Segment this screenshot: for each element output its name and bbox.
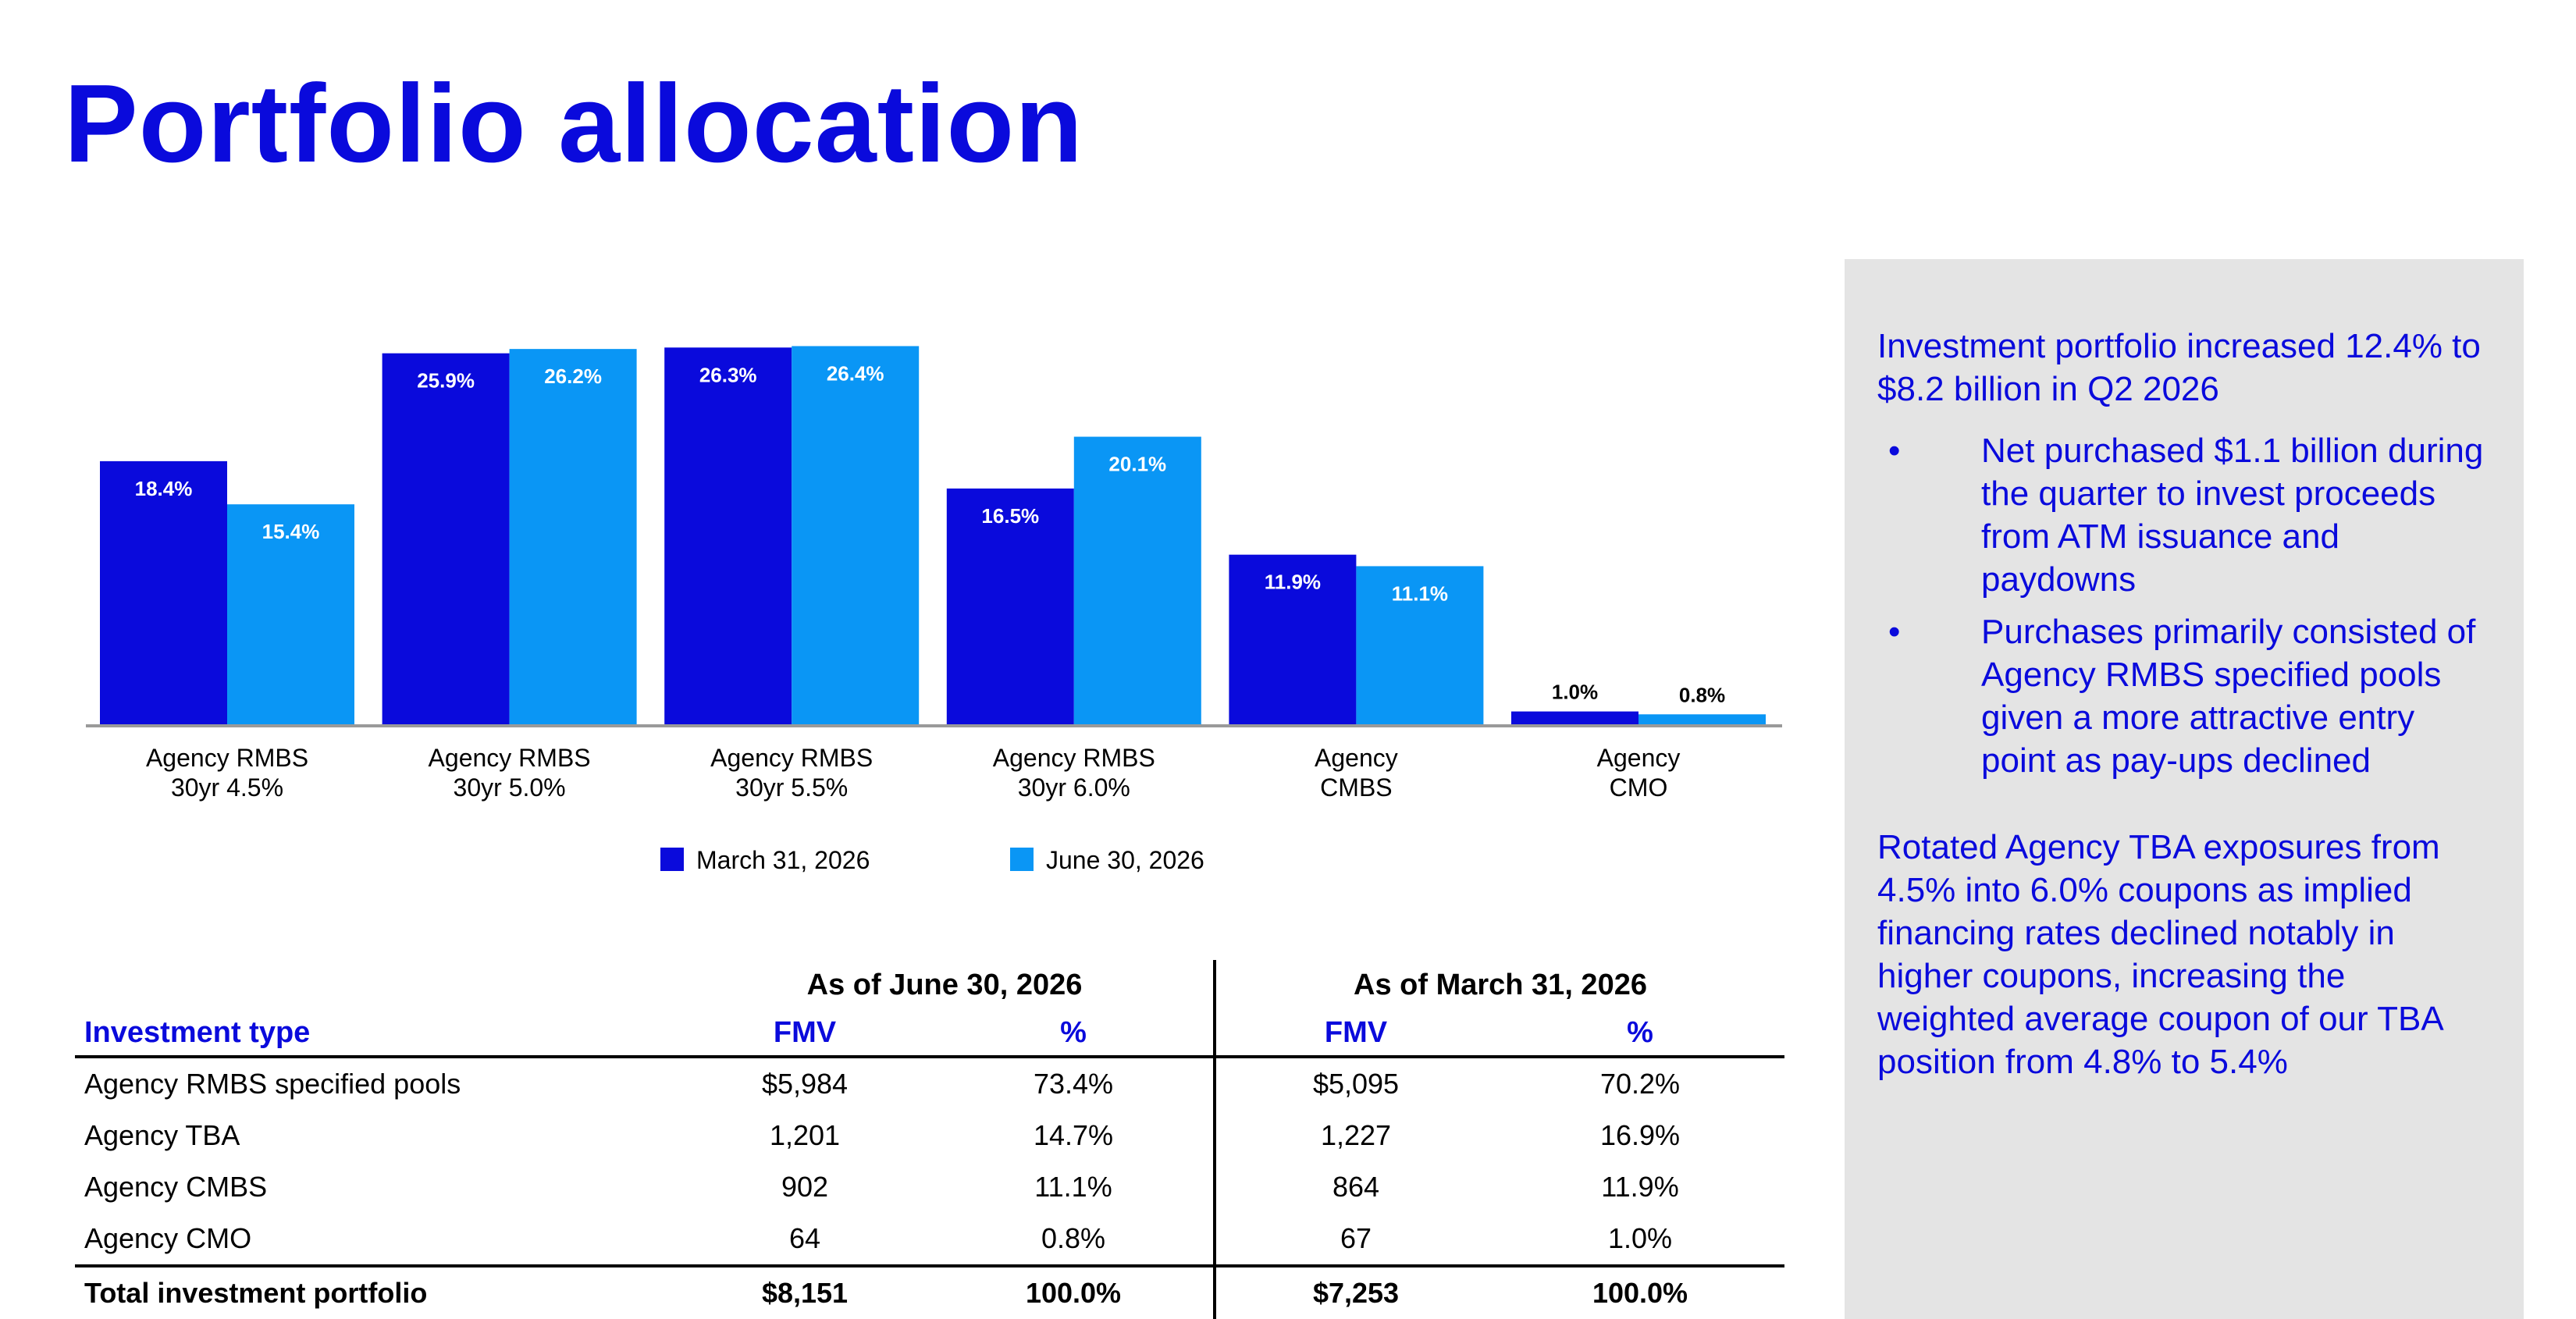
cell-fmv-march: $5,095 [1312, 1068, 1400, 1100]
cell-fmv-june: 1,201 [769, 1119, 841, 1151]
category-label: 30yr 5.0% [454, 773, 566, 802]
cell-pct-june: 73.4% [934, 1057, 1216, 1110]
legend-label: March 31, 2026 [696, 846, 870, 874]
commentary-bullet-text: Net purchased $1.1 billion during the qu… [1981, 432, 2484, 599]
bar [1073, 436, 1201, 726]
bar [382, 353, 510, 726]
col-header-pct-june: % [934, 1010, 1216, 1058]
col-header-investment-type: Investment type [75, 1010, 676, 1058]
cell-total-label: Total investment portfolio [75, 1264, 676, 1319]
table-row: Agency CMBS 902 11.1% 864 11.9% [75, 1161, 1784, 1213]
bar-data-label: 26.4% [827, 361, 884, 385]
bar [1511, 711, 1638, 726]
commentary-paragraph: Rotated Agency TBA exposures from 4.5% i… [1877, 828, 2443, 1081]
category-label: Agency RMBS [710, 744, 873, 772]
bar-data-label: 20.1% [1108, 453, 1166, 476]
cell-fmv-june: 902 [781, 1171, 829, 1203]
bar-data-label: 11.9% [1265, 571, 1321, 594]
table-total-row: Total investment portfolio $8,151 100.0%… [75, 1264, 1784, 1319]
cell-type: Agency CMBS [84, 1171, 268, 1203]
cell-fmv-june: 64 [788, 1222, 821, 1254]
cell-pct-june: 11.1% [934, 1161, 1216, 1213]
cell-type: Agency TBA [84, 1119, 240, 1151]
cell-fmv-march: 1,227 [1320, 1119, 1392, 1151]
category-label: Agency RMBS [993, 744, 1155, 772]
category-label: Agency RMBS [146, 744, 308, 772]
commentary-bullet-text: Purchases primarily consisted of Agency … [1981, 613, 2476, 780]
cell-type: Agency RMBS specified pools [84, 1068, 461, 1100]
cell-pct-march: 11.9% [1601, 1171, 1679, 1203]
commentary-bullet: • Purchases primarily consisted of Agenc… [1877, 610, 2489, 782]
group-header-june: As of June 30, 2026 [676, 960, 1216, 1010]
allocation-table: As of June 30, 2026 As of March 31, 2026… [75, 960, 1784, 1319]
bullet-icon: • [1888, 432, 1901, 470]
bullet-icon: • [1888, 613, 1901, 651]
cell-total-fmv-march: $7,253 [1215, 1264, 1496, 1319]
cell-total-fmv-june: $8,151 [676, 1264, 934, 1319]
bar [509, 349, 637, 726]
allocation-table-container: As of June 30, 2026 As of March 31, 2026… [75, 960, 1784, 1319]
bar-data-label: 15.4% [262, 520, 320, 543]
category-label: Agency RMBS [429, 744, 591, 772]
bar-data-label: 16.5% [981, 504, 1039, 528]
group-header-march: As of March 31, 2026 [1354, 968, 1647, 1001]
bar [664, 347, 792, 726]
bar [946, 488, 1074, 726]
category-label: 30yr 4.5% [171, 773, 283, 802]
commentary-bullet-list: • Net purchased $1.1 billion during the … [1877, 429, 2489, 782]
commentary-headline: Investment portfolio increased 12.4% to … [1877, 327, 2481, 408]
legend-label: June 30, 2026 [1046, 846, 1204, 874]
category-label: Agency [1315, 744, 1398, 772]
bar [792, 346, 920, 726]
bar [1638, 714, 1766, 726]
bar-data-label: 25.9% [417, 369, 475, 393]
col-header-fmv-march: FMV [1215, 1010, 1496, 1058]
bar-data-label: 11.1% [1392, 581, 1448, 605]
legend-swatch [1010, 848, 1034, 871]
category-label: Agency [1597, 744, 1681, 772]
commentary-panel: Investment portfolio increased 12.4% to … [1845, 259, 2524, 1319]
cell-total-pct-march: 100.0% [1496, 1264, 1784, 1319]
commentary-bullet: • Net purchased $1.1 billion during the … [1877, 429, 2489, 601]
page-title: Portfolio allocation [64, 62, 1083, 186]
category-label: CMBS [1320, 773, 1392, 802]
cell-pct-march: 16.9% [1599, 1119, 1681, 1151]
bar-data-label: 0.8% [1679, 683, 1725, 706]
legend-swatch [660, 848, 684, 871]
cell-fmv-march: 67 [1340, 1222, 1372, 1254]
category-label: CMO [1610, 773, 1668, 802]
cell-fmv-march: 864 [1332, 1171, 1380, 1203]
bar [1229, 554, 1357, 726]
empty-header-cell [75, 960, 676, 1010]
bar-data-label: 26.2% [544, 364, 602, 388]
table-row: Agency RMBS specified pools $5,984 73.4%… [75, 1057, 1784, 1110]
cell-pct-june: 0.8% [934, 1213, 1216, 1266]
bar-data-label: 26.3% [699, 363, 757, 386]
category-label: 30yr 6.0% [1018, 773, 1130, 802]
category-label: 30yr 5.5% [735, 773, 848, 802]
cell-pct-march: 1.0% [1607, 1222, 1673, 1254]
cell-pct-march: 70.2% [1599, 1068, 1681, 1100]
col-header-fmv-june: FMV [676, 1010, 934, 1058]
table-row: Agency TBA 1,201 14.7% 1,227 16.9% [75, 1110, 1784, 1161]
table-row: Agency CMO 64 0.8% 67 1.0% [75, 1213, 1784, 1266]
bar [1356, 566, 1484, 726]
bar-data-label: 1.0% [1552, 681, 1598, 704]
col-header-pct-march: % [1496, 1010, 1784, 1058]
cell-type: Agency CMO [84, 1222, 252, 1254]
cell-total-pct-june: 100.0% [934, 1264, 1216, 1319]
bar [100, 460, 227, 726]
bar-data-label: 18.4% [135, 477, 193, 500]
cell-fmv-june: $5,984 [761, 1068, 849, 1100]
bar [227, 504, 354, 726]
cell-pct-june: 14.7% [934, 1110, 1216, 1161]
